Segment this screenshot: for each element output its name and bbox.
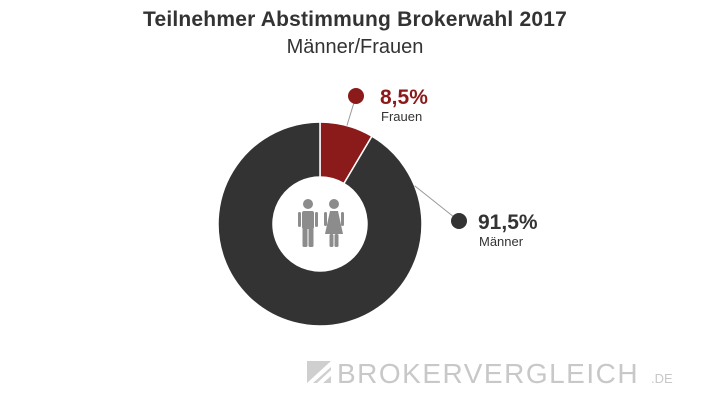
watermark-logo-mark-icon [307, 361, 331, 383]
category-label-frauen: Frauen [381, 109, 422, 124]
donut-slices [217, 121, 423, 327]
donut-slice-männer [217, 121, 423, 327]
female-figure-icon [324, 199, 344, 247]
legend-dot-frauen [348, 88, 364, 104]
watermark-logo: BrokerVergleich .de [307, 358, 673, 389]
value-label-frauen: 8,5% [380, 86, 428, 109]
male-figure-icon [298, 199, 318, 247]
watermark-suffix: .de [651, 371, 673, 386]
chart-subtitle: Männer/Frauen [286, 36, 424, 58]
value-label-männer: 91,5% [478, 211, 538, 234]
leader-line-männer [414, 185, 460, 222]
callout-labels: 8,5%Frauen 91,5%Männer [348, 86, 538, 249]
chart-title: Teilnehmer Abstimmung Brokerwahl 2017 [142, 8, 568, 31]
legend-dot-männer [451, 213, 467, 229]
category-label-männer: Männer [479, 234, 524, 249]
watermark-text: BrokerVergleich [337, 358, 639, 389]
